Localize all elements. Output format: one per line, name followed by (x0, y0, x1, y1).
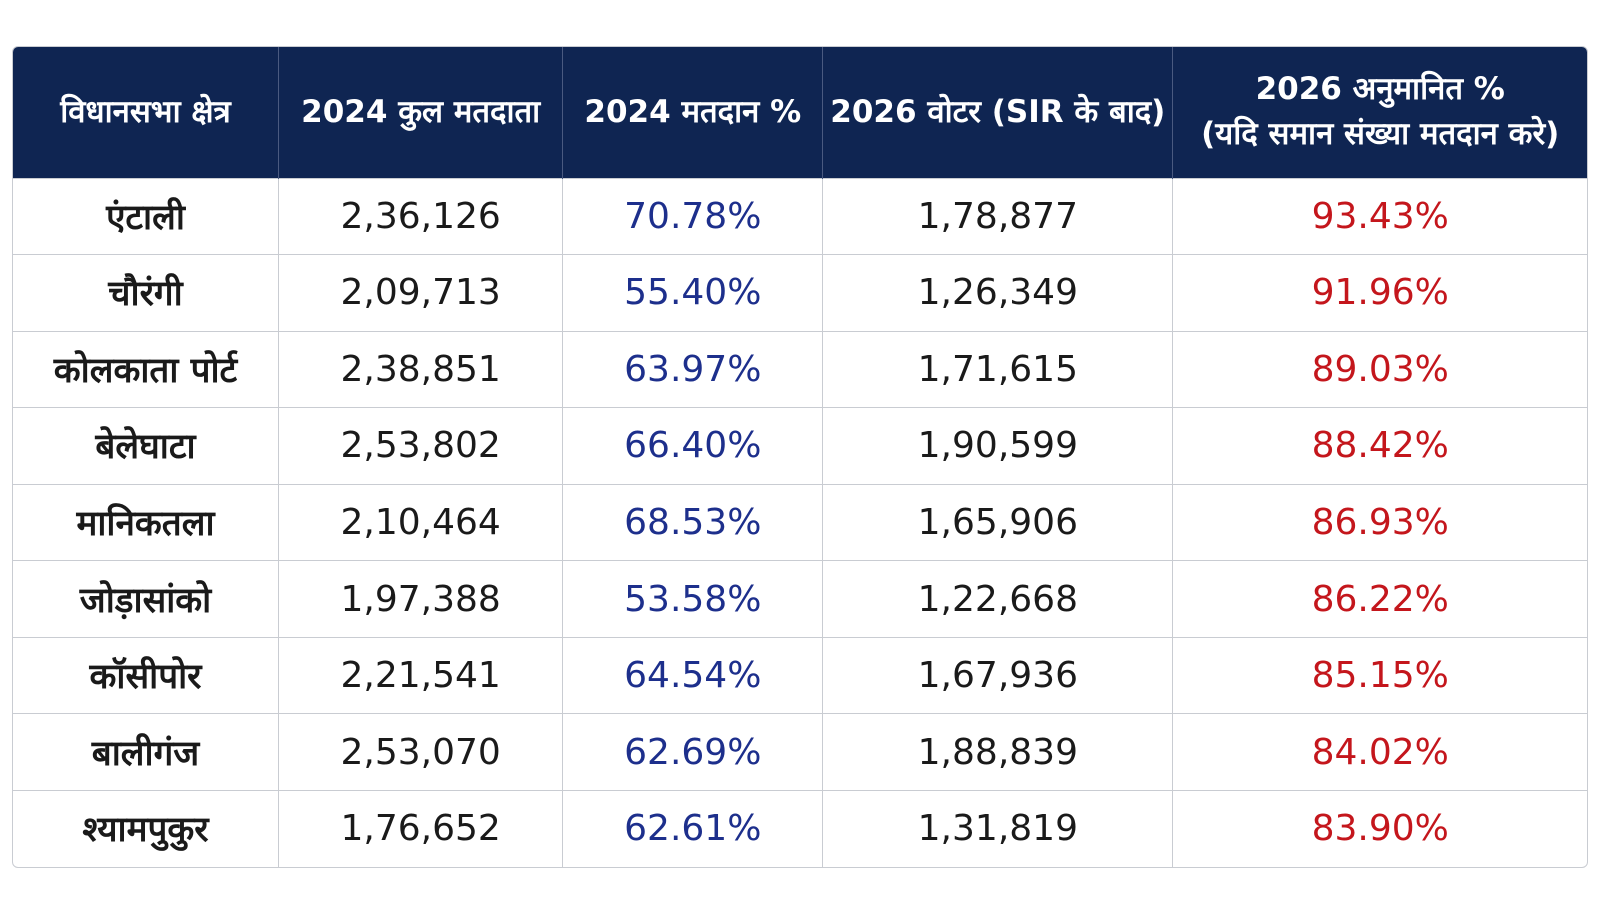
turnout-table: विधानसभा क्षेत्र 2024 कुल मतदाता 2024 मत… (13, 47, 1587, 867)
cell-estimate-2026: 93.43% (1172, 177, 1587, 255)
header-turnout-2024-label: 2024 मतदान % (584, 93, 802, 130)
cell-voters-2026: 1,88,839 (822, 713, 1174, 791)
cell-voters-2026: 1,65,906 (822, 483, 1174, 561)
cell-voters-2026: 1,31,819 (822, 789, 1174, 867)
header-constituency-label: विधानसभा क्षेत्र (60, 93, 231, 130)
cell-voters-2026: 1,22,668 (822, 560, 1174, 638)
cell-constituency: जोड़ासांको (13, 560, 279, 638)
cell-estimate-2026: 86.93% (1172, 483, 1587, 561)
cell-voters-2024: 2,21,541 (278, 636, 564, 714)
cell-estimate-2026: 86.22% (1172, 560, 1587, 638)
table-row: कोलकाता पोर्ट 2,38,851 63.97% 1,71,615 89.03… (13, 330, 1587, 408)
cell-constituency: श्यामपुकुर (13, 789, 279, 867)
cell-estimate-2026: 88.42% (1172, 407, 1587, 485)
cell-voters-2024: 2,38,851 (278, 330, 564, 408)
table-body: एंटाली 2,36,126 70.78% 1,78,877 93.43% चौरंगी… (13, 177, 1587, 867)
cell-voters-2024: 1,76,652 (278, 789, 564, 867)
header-estimate-2026-label: 2026 अनुमानित % (1255, 71, 1505, 108)
table-row: चौरंगी 2,09,713 55.40% 1,26,349 91.96% (13, 254, 1587, 332)
cell-estimate-2026: 91.96% (1172, 254, 1587, 332)
table-row: कॉसीपोर 2,21,541 64.54% 1,67,936 85.15% (13, 636, 1587, 714)
header-voters-2026: 2026 वोटर (SIR के बाद) (822, 47, 1174, 178)
cell-estimate-2026: 83.90% (1172, 789, 1587, 867)
header-estimate-2026: 2026 अनुमानित % (यदि समान संख्या मतदान क… (1172, 47, 1587, 178)
table-row: एंटाली 2,36,126 70.78% 1,78,877 93.43% (13, 177, 1587, 255)
cell-estimate-2026: 85.15% (1172, 636, 1587, 714)
cell-voters-2024: 2,53,802 (278, 407, 564, 485)
cell-turnout-2024: 66.40% (562, 407, 824, 485)
header-voters-2026-label: 2026 वोटर (SIR के बाद) (830, 93, 1166, 130)
header-voters-2024: 2024 कुल मतदाता (278, 47, 564, 178)
cell-turnout-2024: 64.54% (562, 636, 824, 714)
cell-voters-2024: 1,97,388 (278, 560, 564, 638)
cell-estimate-2026: 89.03% (1172, 330, 1587, 408)
cell-voters-2026: 1,26,349 (822, 254, 1174, 332)
header-turnout-2024: 2024 मतदान % (562, 47, 824, 178)
table-row: मानिकतला 2,10,464 68.53% 1,65,906 86.93% (13, 483, 1587, 561)
cell-turnout-2024: 62.61% (562, 789, 824, 867)
table-row: बेलेघाटा 2,53,802 66.40% 1,90,599 88.42% (13, 407, 1587, 485)
cell-constituency: मानिकतला (13, 483, 279, 561)
cell-turnout-2024: 70.78% (562, 177, 824, 255)
cell-voters-2026: 1,67,936 (822, 636, 1174, 714)
header-voters-2024-label: 2024 कुल मतदाता (301, 93, 541, 130)
cell-turnout-2024: 62.69% (562, 713, 824, 791)
cell-constituency: बालीगंज (13, 713, 279, 791)
header-row: विधानसभा क्षेत्र 2024 कुल मतदाता 2024 मत… (13, 47, 1587, 178)
cell-constituency: एंटाली (13, 177, 279, 255)
cell-constituency: कॉसीपोर (13, 636, 279, 714)
cell-turnout-2024: 68.53% (562, 483, 824, 561)
cell-turnout-2024: 63.97% (562, 330, 824, 408)
cell-voters-2026: 1,90,599 (822, 407, 1174, 485)
cell-voters-2024: 2,36,126 (278, 177, 564, 255)
cell-voters-2024: 2,10,464 (278, 483, 564, 561)
table-header: विधानसभा क्षेत्र 2024 कुल मतदाता 2024 मत… (13, 47, 1587, 178)
cell-voters-2026: 1,78,877 (822, 177, 1174, 255)
cell-voters-2026: 1,71,615 (822, 330, 1174, 408)
cell-voters-2024: 2,09,713 (278, 254, 564, 332)
table-row: श्यामपुकुर 1,76,652 62.61% 1,31,819 83.90% (13, 789, 1587, 867)
table-row: जोड़ासांको 1,97,388 53.58% 1,22,668 86.22% (13, 560, 1587, 638)
cell-turnout-2024: 55.40% (562, 254, 824, 332)
cell-constituency: बेलेघाटा (13, 407, 279, 485)
cell-estimate-2026: 84.02% (1172, 713, 1587, 791)
cell-voters-2024: 2,53,070 (278, 713, 564, 791)
cell-constituency: चौरंगी (13, 254, 279, 332)
cell-constituency: कोलकाता पोर्ट (13, 330, 279, 408)
header-estimate-2026-sublabel: (यदि समान संख्या मतदान करे) (1201, 116, 1560, 153)
table-row: बालीगंज 2,53,070 62.69% 1,88,839 84.02% (13, 713, 1587, 791)
cell-turnout-2024: 53.58% (562, 560, 824, 638)
header-constituency: विधानसभा क्षेत्र (13, 47, 279, 178)
data-table: विधानसभा क्षेत्र 2024 कुल मतदाता 2024 मत… (12, 46, 1588, 868)
